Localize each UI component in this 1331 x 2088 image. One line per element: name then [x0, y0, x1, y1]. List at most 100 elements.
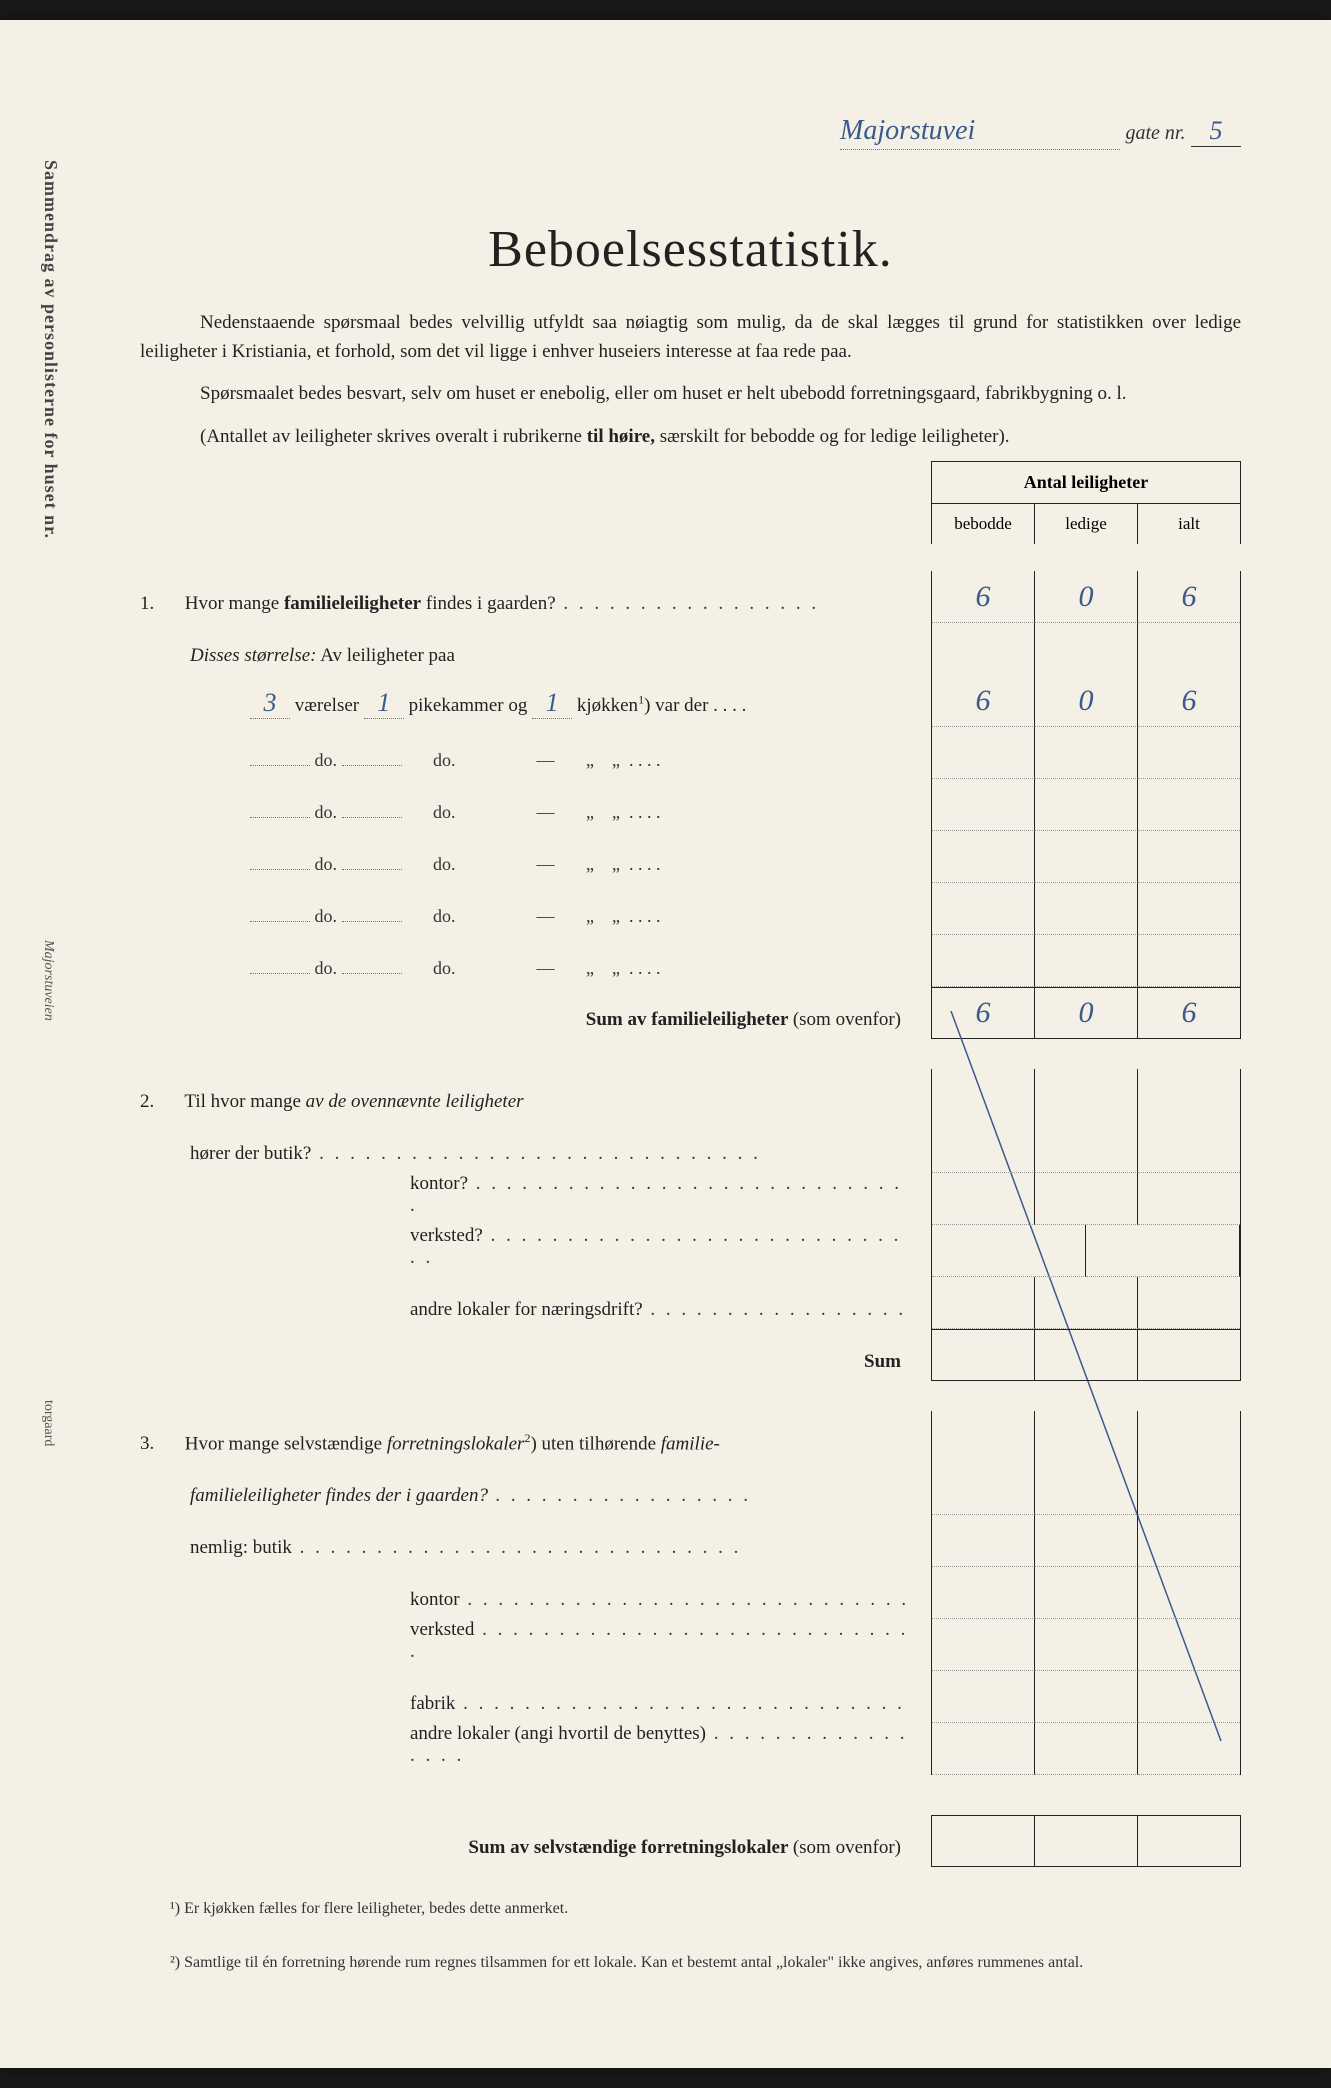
q1-line1-c: kjøkken: [577, 695, 638, 716]
q1-bebodde: 6: [932, 571, 1035, 623]
q2-number: 2.: [140, 1091, 180, 1113]
footnote-1-text: Er kjøkken fælles for flere leiligheter,…: [184, 1900, 568, 1917]
q1-sum-ledige: 0: [1035, 987, 1138, 1039]
q2-line1: hører der butik?: [190, 1143, 761, 1164]
q3-sum-row: Sum av selvstændige forretningslokaler (…: [140, 1815, 1241, 1867]
do-label: do.: [315, 958, 338, 978]
q1-do-text: do. do. — „ „ . . . .: [140, 958, 931, 987]
q2-text: 2. Til hvor mange av de ovennævnte leili…: [140, 1091, 931, 1121]
do-label: do.: [433, 854, 456, 874]
q1-disses-cells: [931, 623, 1241, 675]
q3-butik-row: nemlig: butik: [140, 1515, 1241, 1567]
q1-av: Av leiligheter paa: [320, 645, 455, 666]
col-header-ialt: ialt: [1138, 504, 1240, 544]
q1-line1-d: ) var der: [644, 695, 708, 716]
q3-nemlig-text: nemlig: butik: [140, 1537, 931, 1567]
cell-empty: [1035, 623, 1138, 675]
q3-row-2: familieleiligheter findes der i gaarden?: [140, 1463, 1241, 1515]
q3-line3-text: verksted: [140, 1619, 931, 1671]
q2-line1-text: hører der butik?: [140, 1143, 931, 1173]
q3-text-d: familieleiligheter findes der i gaarden?: [140, 1485, 931, 1515]
q1-disses-row: Disses størrelse: Av leiligheter paa: [140, 623, 1241, 675]
q2-butik-row: hører der butik?: [140, 1121, 1241, 1173]
header-line: Majorstuvei gate nr. 5: [840, 115, 1241, 150]
q2-kontor-row: kontor?: [140, 1173, 1241, 1225]
intro-p3-a: (Antallet av leiligheter skrives overalt…: [200, 426, 582, 447]
q1-sum-row: Sum av familieleiligheter (som ovenfor) …: [140, 987, 1241, 1039]
q2-line3-text: verksted?: [140, 1225, 931, 1277]
do-label: do.: [433, 906, 456, 926]
q1-do-text: do. do. — „ „ . . . .: [140, 906, 931, 935]
q1-line1-a: værelser: [295, 695, 359, 716]
document-page: Sammendrag av personlisterne for huset n…: [0, 20, 1331, 2068]
form-content: Antal leiligheter bebodde ledige ialt 1.…: [140, 471, 1241, 1867]
q1-disses: Disses størrelse:: [190, 645, 317, 666]
q1-line1-text: 3 værelser 1 pikekammer og 1 kjøkken1) v…: [140, 688, 931, 727]
q3-line3: verksted: [410, 1619, 908, 1662]
q1-text-a: Hvor mange: [185, 593, 279, 614]
q1-do-row-2: do. do. — „ „ . . . .: [140, 779, 1241, 831]
q2-sum-text: Sum: [140, 1351, 931, 1381]
table-header-title: Antal leiligheter: [932, 462, 1240, 504]
q2-line2: kontor?: [410, 1173, 902, 1216]
q1-line1-pike: 1: [364, 688, 404, 719]
q2-sum-row: Sum: [140, 1329, 1241, 1381]
col-header-ledige: ledige: [1035, 504, 1138, 544]
footnote-2: ²) Samtlige til én forretning hørende ru…: [140, 1951, 1241, 1975]
q3-nemlig: nemlig: butik: [190, 1537, 741, 1558]
street-name-handwritten: Majorstuvei: [840, 115, 1120, 150]
q2-text-b: av de ovennævnte leiligheter: [306, 1091, 524, 1112]
q3-line4-text: fabrik: [140, 1693, 931, 1723]
q3-text-d-span: familieleiligheter findes der i gaarden?: [190, 1485, 751, 1506]
q3-fabrik-row: fabrik: [140, 1671, 1241, 1723]
q3-sum-label: Sum av selvstændige forretningslokaler: [468, 1837, 788, 1858]
q1-line1-rooms: 3: [250, 688, 290, 719]
q2-text-a: Til hvor mange: [184, 1091, 300, 1112]
q2-line4-text: andre lokaler for næringsdrift?: [140, 1299, 931, 1329]
q3-verksted-row: verksted: [140, 1619, 1241, 1671]
q1-ialt: 6: [1138, 571, 1240, 623]
q3-sum-text: Sum av selvstændige forretningslokaler (…: [140, 1837, 931, 1867]
q1-disses-text: Disses størrelse: Av leiligheter paa: [140, 645, 931, 675]
q3-line2-text: kontor: [140, 1589, 931, 1619]
q3-line5-text: andre lokaler (angi hvortil de benyttes): [140, 1723, 931, 1775]
do-label: do.: [315, 750, 338, 770]
page-title: Beboelsesstatistik.: [140, 220, 1241, 279]
q3-text-c: ) uten tilhørende: [530, 1433, 656, 1454]
footnote-2-num: ²): [170, 1954, 180, 1971]
q1-text-b: familieleiligheter: [284, 593, 421, 614]
do-label: do.: [315, 906, 338, 926]
do-label: do.: [315, 854, 338, 874]
q1-sum-cells: 6 0 6: [931, 987, 1241, 1039]
q2-andre-row: andre lokaler for næringsdrift?: [140, 1277, 1241, 1329]
q1-ledige: 0: [1035, 571, 1138, 623]
q1-l1-ledige: 0: [1035, 675, 1138, 727]
do-label: do.: [433, 750, 456, 770]
q1-do-row-1: do. do. — „ „ . . . .: [140, 727, 1241, 779]
q3-text-d-part: familie-: [661, 1433, 720, 1454]
q1-sum-label: Sum av familieleiligheter: [586, 1009, 788, 1030]
q1-l1-ialt: 6: [1138, 675, 1240, 727]
q3-line5: andre lokaler (angi hvortil de benyttes): [410, 1723, 907, 1766]
gate-label: gate nr.: [1126, 122, 1186, 144]
do-label: do.: [433, 958, 456, 978]
q2-line4: andre lokaler for næringsdrift?: [410, 1299, 906, 1320]
q3-andre-row: andre lokaler (angi hvortil de benyttes): [140, 1723, 1241, 1775]
table-header: Antal leiligheter bebodde ledige ialt: [931, 461, 1241, 544]
q2-line3: verksted?: [410, 1225, 901, 1268]
intro-paragraph-2: Spørsmaalet bedes besvart, selv om huset…: [140, 380, 1241, 409]
q1-text-c: findes i gaarden?: [426, 593, 819, 614]
do-label: do.: [433, 802, 456, 822]
q3-sum-note: (som ovenfor): [793, 1837, 901, 1858]
gate-number: 5: [1191, 116, 1241, 147]
q3-line2: kontor: [410, 1589, 909, 1610]
spine-text-3: torgaard: [40, 1400, 56, 1446]
cell-empty: [932, 623, 1035, 675]
q2-verksted-row: verksted?: [140, 1225, 1241, 1277]
q2-line2-text: kontor?: [140, 1173, 931, 1225]
footnote-1: ¹) Er kjøkken fælles for flere leilighet…: [140, 1897, 1241, 1921]
do-label: do.: [315, 802, 338, 822]
q1-line1-row: 3 værelser 1 pikekammer og 1 kjøkken1) v…: [140, 675, 1241, 727]
q1-line1-b: pikekammer og: [409, 695, 528, 716]
intro-paragraph-3: (Antallet av leiligheter skrives overalt…: [140, 423, 1241, 452]
